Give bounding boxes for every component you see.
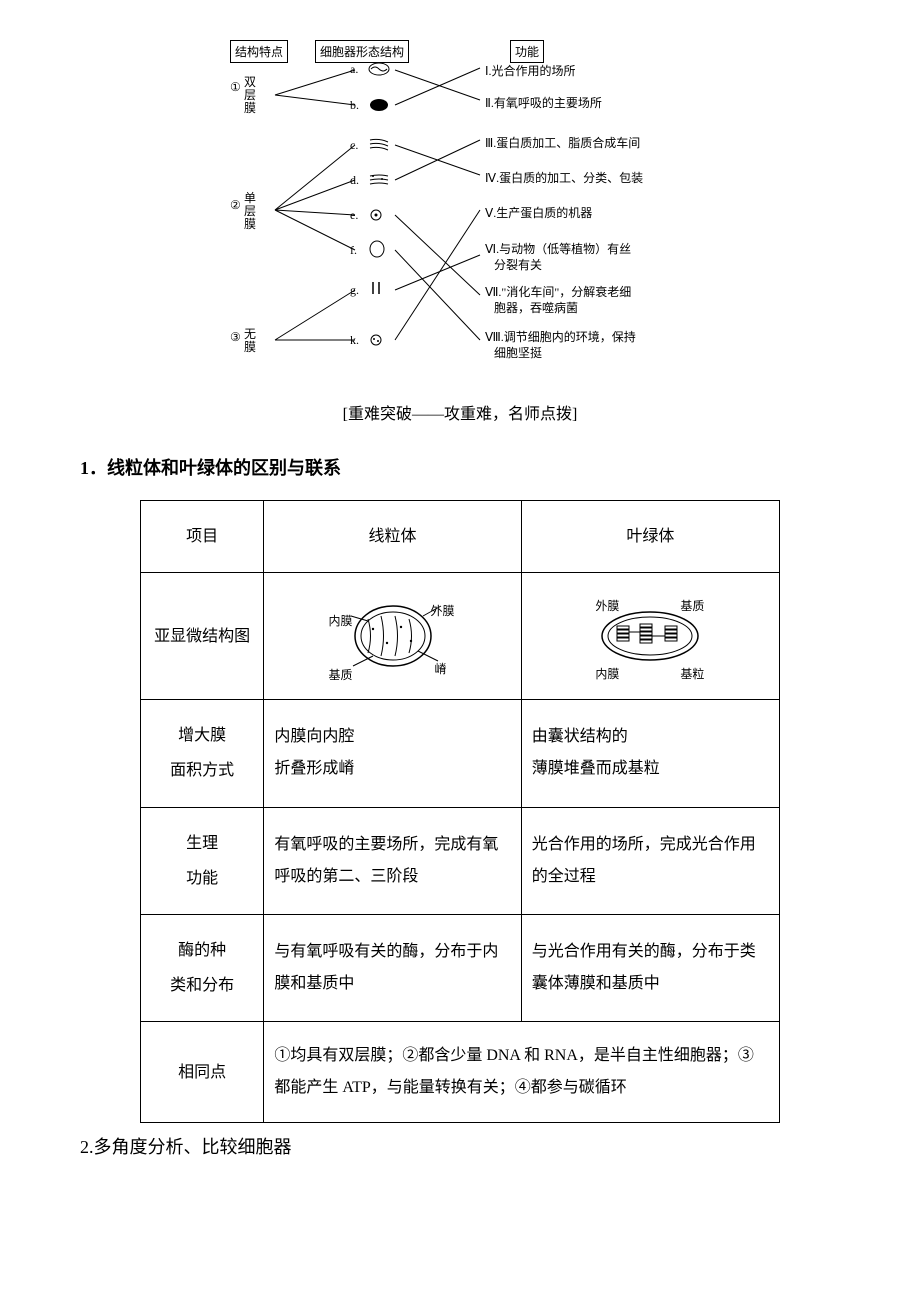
right-5: Ⅴ.生产蛋白质的机器 xyxy=(485,204,592,221)
mid-b: b. xyxy=(350,98,359,113)
r4c2: 与有氧呼吸有关的酶，分布于内膜和基质中 xyxy=(264,914,521,1021)
mid-f: f. xyxy=(350,243,357,258)
th-3: 叶绿体 xyxy=(521,501,779,573)
mid-d: d. xyxy=(350,173,359,188)
left-group-3-l2: 膜 xyxy=(244,340,256,354)
heading-1: 1．线粒体和叶绿体的区别与联系 xyxy=(80,454,840,480)
r2c1: 增大膜 面积方式 xyxy=(141,700,264,807)
right-7-l1: Ⅶ."消化车间"，分解衰老细 xyxy=(485,285,631,299)
r1c1: 亚显微结构图 xyxy=(141,573,264,700)
mito-matrix: 基质 xyxy=(329,663,353,687)
mid-k: k. xyxy=(350,333,359,348)
icon-g xyxy=(368,280,390,298)
right-6-l1: Ⅵ.与动物（低等植物）有丝 xyxy=(485,242,631,256)
icon-c xyxy=(368,138,390,152)
right-8-l2: 细胞坚挺 xyxy=(494,346,542,360)
right-7-l2: 胞器，吞噬病菌 xyxy=(494,301,578,315)
mid-e: e. xyxy=(350,208,358,223)
r1c2-mito: 外膜 内膜 基质 嵴 xyxy=(264,573,521,700)
right-6-l2: 分裂有关 xyxy=(494,258,542,272)
r3c3: 光合作用的场所，完成光合作用的全过程 xyxy=(521,807,779,914)
th-1: 项目 xyxy=(141,501,264,573)
chloro-outer: 外膜 xyxy=(595,594,619,618)
chloro-inner: 内膜 xyxy=(595,662,619,686)
left-group-1-l2: 层 xyxy=(244,88,256,102)
left-group-2-label: 单 层 膜 xyxy=(244,192,256,232)
comparison-table: 项目 线粒体 叶绿体 亚显微结构图 外膜 内膜 基质 嵴 xyxy=(140,500,780,1123)
right-1: Ⅰ.光合作用的场所 xyxy=(485,62,576,79)
chloro-grana: 基粒 xyxy=(680,662,704,686)
r4c1: 酶的种 类和分布 xyxy=(141,914,264,1021)
organelle-diagram: 结构特点 细胞器形态结构 功能 ① 双 层 膜 ② 单 层 膜 ③ 无 膜 a.… xyxy=(80,40,840,380)
r3c2: 有氧呼吸的主要场所，完成有氧呼吸的第二、三阶段 xyxy=(264,807,521,914)
diagram-header-right: 功能 xyxy=(510,40,544,63)
right-6: Ⅵ.与动物（低等植物）有丝 分裂有关 xyxy=(485,242,631,273)
mid-g: g. xyxy=(350,283,359,298)
left-group-1-l1: 双 xyxy=(244,75,256,89)
right-3: Ⅲ.蛋白质加工、脂质合成车间 xyxy=(485,134,640,151)
left-group-1-l3: 膜 xyxy=(244,101,256,115)
left-group-2-l1: 单 xyxy=(244,191,256,205)
r5c1: 相同点 xyxy=(141,1022,264,1123)
heading-2: 2.多角度分析、比较细胞器 xyxy=(80,1133,840,1159)
r3c1: 生理 功能 xyxy=(141,807,264,914)
mid-c: c. xyxy=(350,138,358,153)
r2c2: 内膜向内腔 折叠形成嵴 xyxy=(264,700,521,807)
diagram-lines xyxy=(220,40,700,380)
chloro-matrix: 基质 xyxy=(680,594,704,618)
left-group-1-num: ① xyxy=(230,80,241,95)
mid-a: a. xyxy=(350,62,358,77)
right-8-l1: Ⅷ.调节细胞内的环境，保持 xyxy=(485,330,636,344)
r5c2-span: ①均具有双层膜；②都含少量 DNA 和 RNA，是半自主性细胞器；③都能产生 A… xyxy=(264,1022,780,1123)
icon-b xyxy=(368,98,390,112)
left-group-3-label: 无 膜 xyxy=(244,328,256,354)
r1c3-chloro: 外膜 基质 内膜 基粒 xyxy=(521,573,779,700)
r2c3: 由囊状结构的 薄膜堆叠而成基粒 xyxy=(521,700,779,807)
icon-f xyxy=(368,240,390,258)
right-8: Ⅷ.调节细胞内的环境，保持 细胞坚挺 xyxy=(485,330,636,361)
right-4: Ⅳ.蛋白质的加工、分类、包装 xyxy=(485,169,643,186)
right-7: Ⅶ."消化车间"，分解衰老细 胞器，吞噬病菌 xyxy=(485,285,631,316)
th-2: 线粒体 xyxy=(264,501,521,573)
mito-outer: 外膜 xyxy=(431,599,455,623)
icon-a xyxy=(368,62,390,76)
r4c3: 与光合作用有关的酶，分布于类囊体薄膜和基质中 xyxy=(521,914,779,1021)
left-group-2-num: ② xyxy=(230,198,241,213)
left-group-1-label: 双 层 膜 xyxy=(244,76,256,116)
icon-d xyxy=(368,173,390,187)
icon-k xyxy=(368,333,390,347)
section-title: [重难突破——攻重难，名师点拨] xyxy=(80,400,840,424)
diagram-canvas: 结构特点 细胞器形态结构 功能 ① 双 层 膜 ② 单 层 膜 ③ 无 膜 a.… xyxy=(220,40,700,380)
diagram-header-left: 结构特点 xyxy=(230,40,288,63)
mito-inner: 内膜 xyxy=(329,609,353,633)
left-group-2-l3: 膜 xyxy=(244,217,256,231)
icon-e xyxy=(368,208,390,222)
mito-cristae: 嵴 xyxy=(435,657,447,681)
left-group-3-l1: 无 xyxy=(244,327,256,341)
diagram-header-mid: 细胞器形态结构 xyxy=(315,40,409,63)
right-2: Ⅱ.有氧呼吸的主要场所 xyxy=(485,94,602,111)
left-group-3-num: ③ xyxy=(230,330,241,345)
left-group-2-l2: 层 xyxy=(244,204,256,218)
